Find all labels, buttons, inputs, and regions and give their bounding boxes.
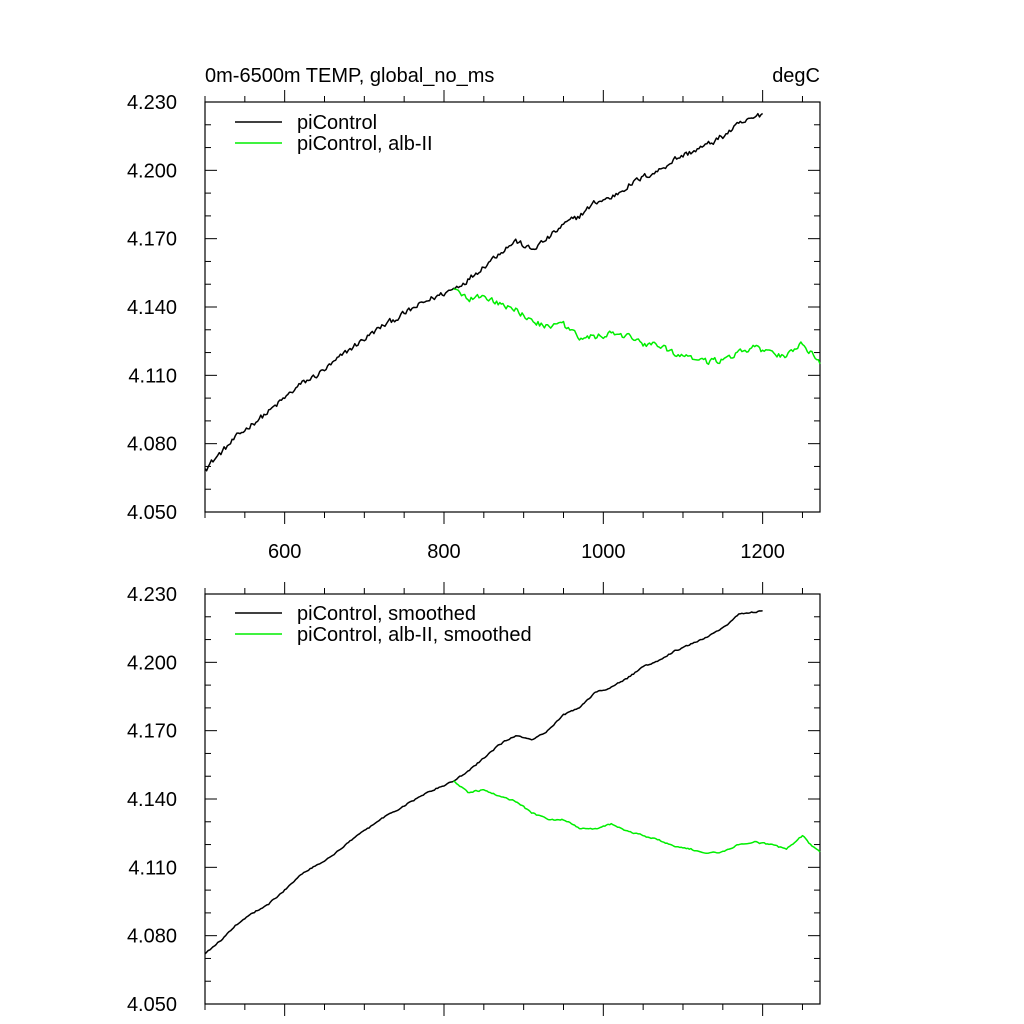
y-tick-label: 4.050 — [127, 994, 177, 1016]
legend-label-alb-ii-smoothed: piControl, alb-II, smoothed — [297, 624, 532, 646]
y-tick-label: 4.200 — [127, 160, 177, 182]
series-line-picontrol-alb-ii — [453, 288, 821, 366]
legend-label-picontrol-smoothed: piControl, smoothed — [297, 603, 476, 625]
units-label: degC — [772, 65, 820, 87]
x-tick-label: 1200 — [740, 541, 785, 563]
panel-top: 0m-6500m TEMP, global_no_ms degC 4.0504.… — [127, 65, 821, 563]
y-tick-label: 4.080 — [127, 926, 177, 948]
panel-bottom: 4.050 4.080 4.110 4.140 4.170 4.200 4.230 piCo… — [127, 582, 821, 1016]
series-line-picontrol-alb-ii-smoothed — [453, 780, 821, 855]
legend: piControl, smoothed piControl, alb-II, s… — [235, 603, 532, 646]
y-tick-label: 4.140 — [127, 789, 177, 811]
legend: piControl piControl, alb-II — [235, 112, 433, 155]
y-tick-label: 4.170 — [127, 721, 177, 743]
y-tick-label: 4.050 — [127, 502, 177, 524]
axes: 4.050 4.080 4.110 4.140 4.170 4.200 4.230 — [127, 582, 821, 1016]
x-tick-label: 800 — [427, 541, 460, 563]
y-tick-label: 4.110 — [128, 365, 177, 387]
plot-area — [204, 112, 821, 472]
y-tick-label: 4.110 — [128, 857, 177, 879]
series-line-picontrol-smoothed — [204, 610, 763, 955]
x-tick-label: 600 — [268, 541, 301, 563]
plot-frame — [204, 101, 821, 513]
axes: 4.050 4.080 4.110 4.140 4.170 4.200 4.230 600 80… — [127, 90, 821, 563]
plot-area — [204, 610, 821, 955]
legend-label-picontrol: piControl — [297, 112, 377, 134]
chart-title: 0m-6500m TEMP, global_no_ms — [205, 65, 494, 87]
y-tick-label: 4.230 — [127, 584, 177, 606]
y-tick-label: 4.200 — [127, 652, 177, 674]
y-tick-label: 4.230 — [127, 92, 177, 114]
y-tick-label: 4.170 — [127, 229, 177, 251]
y-tick-label: 4.080 — [127, 434, 177, 456]
x-tick-label: 1000 — [581, 541, 626, 563]
series-line-picontrol — [204, 112, 764, 472]
y-tick-label: 4.140 — [127, 297, 177, 319]
legend-label-alb-ii: piControl, alb-II — [297, 133, 433, 155]
